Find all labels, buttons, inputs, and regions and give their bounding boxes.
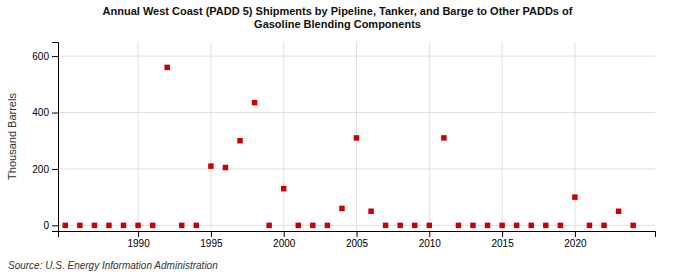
point (208, 163, 213, 168)
x-grid-line (210, 42, 211, 231)
y-grid-line (58, 56, 655, 57)
y-grid-line (58, 112, 655, 113)
point (325, 223, 330, 228)
y-axis-title: Thousand Barrels (6, 93, 18, 180)
y-tick-mark (52, 56, 58, 57)
point (514, 223, 519, 228)
x-tick: 2015 (491, 231, 514, 249)
y-tick-label: 600 (32, 51, 49, 62)
point (441, 135, 446, 140)
x-tick: 2020 (564, 231, 587, 249)
point (368, 209, 373, 214)
x-grid-line (283, 42, 284, 231)
x-grid-line (574, 42, 575, 231)
x-grid-line (429, 42, 430, 231)
point (77, 223, 82, 228)
point (543, 223, 548, 228)
point (528, 223, 533, 228)
x-tick-label: 1990 (127, 238, 150, 249)
point (558, 223, 563, 228)
x-tick-mark (357, 231, 358, 237)
x-grid-line (138, 42, 139, 231)
point (310, 223, 315, 228)
point (179, 223, 184, 228)
x-tick-mark (138, 231, 139, 237)
x-tick-label: 2005 (346, 238, 369, 249)
point (601, 223, 606, 228)
point (164, 65, 169, 70)
y-axis: 0 200 400 600 (32, 43, 58, 232)
point (266, 223, 271, 228)
point (616, 209, 621, 214)
y-tick: 600 (32, 51, 58, 62)
chart-title: Annual West Coast (PADD 5) Shipments by … (103, 5, 573, 30)
point (63, 223, 68, 228)
x-tick-label: 2015 (491, 238, 514, 249)
chart-title-line: Gasoline Blending Components (254, 18, 421, 30)
point (296, 223, 301, 228)
y-axis-line (52, 43, 59, 232)
y-tick-mark (52, 225, 58, 226)
point (485, 223, 490, 228)
point (135, 223, 140, 228)
x-tick-label: 2010 (419, 238, 442, 249)
point (237, 138, 242, 143)
chart-svg: 1990 1995 2000 2005 2010 2015 2020 0 200 400 600 An… (0, 0, 675, 275)
point (150, 223, 155, 228)
plot-area: 1990 1995 2000 2005 2010 2015 2020 0 200 400 600 (32, 42, 655, 249)
point (456, 223, 461, 228)
point (587, 223, 592, 228)
chart-title-line: Annual West Coast (PADD 5) Shipments by … (103, 5, 573, 17)
x-axis-line (59, 232, 656, 238)
point (630, 223, 635, 228)
x-tick-label: 2000 (273, 238, 296, 249)
point (499, 223, 504, 228)
point (194, 223, 199, 228)
point (252, 100, 257, 105)
y-tick-mark (52, 113, 58, 114)
point (572, 194, 577, 199)
x-tick: 1990 (127, 231, 150, 249)
x-tick-mark (284, 231, 285, 237)
y-tick: 400 (32, 107, 58, 118)
x-axis: 1990 1995 2000 2005 2010 2015 2020 (59, 231, 656, 249)
x-tick: 2005 (346, 231, 369, 249)
x-tick: 2000 (273, 231, 296, 249)
x-tick-label: 1995 (200, 238, 223, 249)
point (223, 165, 228, 170)
point (470, 223, 475, 228)
point (412, 223, 417, 228)
point (427, 223, 432, 228)
x-tick-mark (502, 231, 503, 237)
y-tick-mark (52, 169, 58, 170)
point (281, 186, 286, 191)
x-grid-line (502, 42, 503, 231)
point (354, 135, 359, 140)
y-grid-line (58, 225, 655, 226)
y-tick: 0 (43, 220, 58, 231)
point (383, 223, 388, 228)
x-tick-mark (575, 231, 576, 237)
point (106, 223, 111, 228)
x-tick-mark (429, 231, 430, 237)
x-tick-label: 2020 (564, 238, 587, 249)
y-tick-label: 200 (32, 164, 49, 175)
x-tick: 2010 (419, 231, 442, 249)
x-tick-mark (211, 231, 212, 237)
point (397, 223, 402, 228)
x-tick: 1995 (200, 231, 223, 249)
point (339, 206, 344, 211)
points (63, 65, 636, 228)
point (121, 223, 126, 228)
point (92, 223, 97, 228)
y-tick: 200 (32, 164, 58, 175)
y-tick-label: 0 (43, 220, 49, 231)
y-grid-line (58, 168, 655, 169)
y-tick-label: 400 (32, 107, 49, 118)
annotation: Source: U.S. Energy Information Administ… (8, 260, 218, 271)
grid (58, 42, 655, 231)
